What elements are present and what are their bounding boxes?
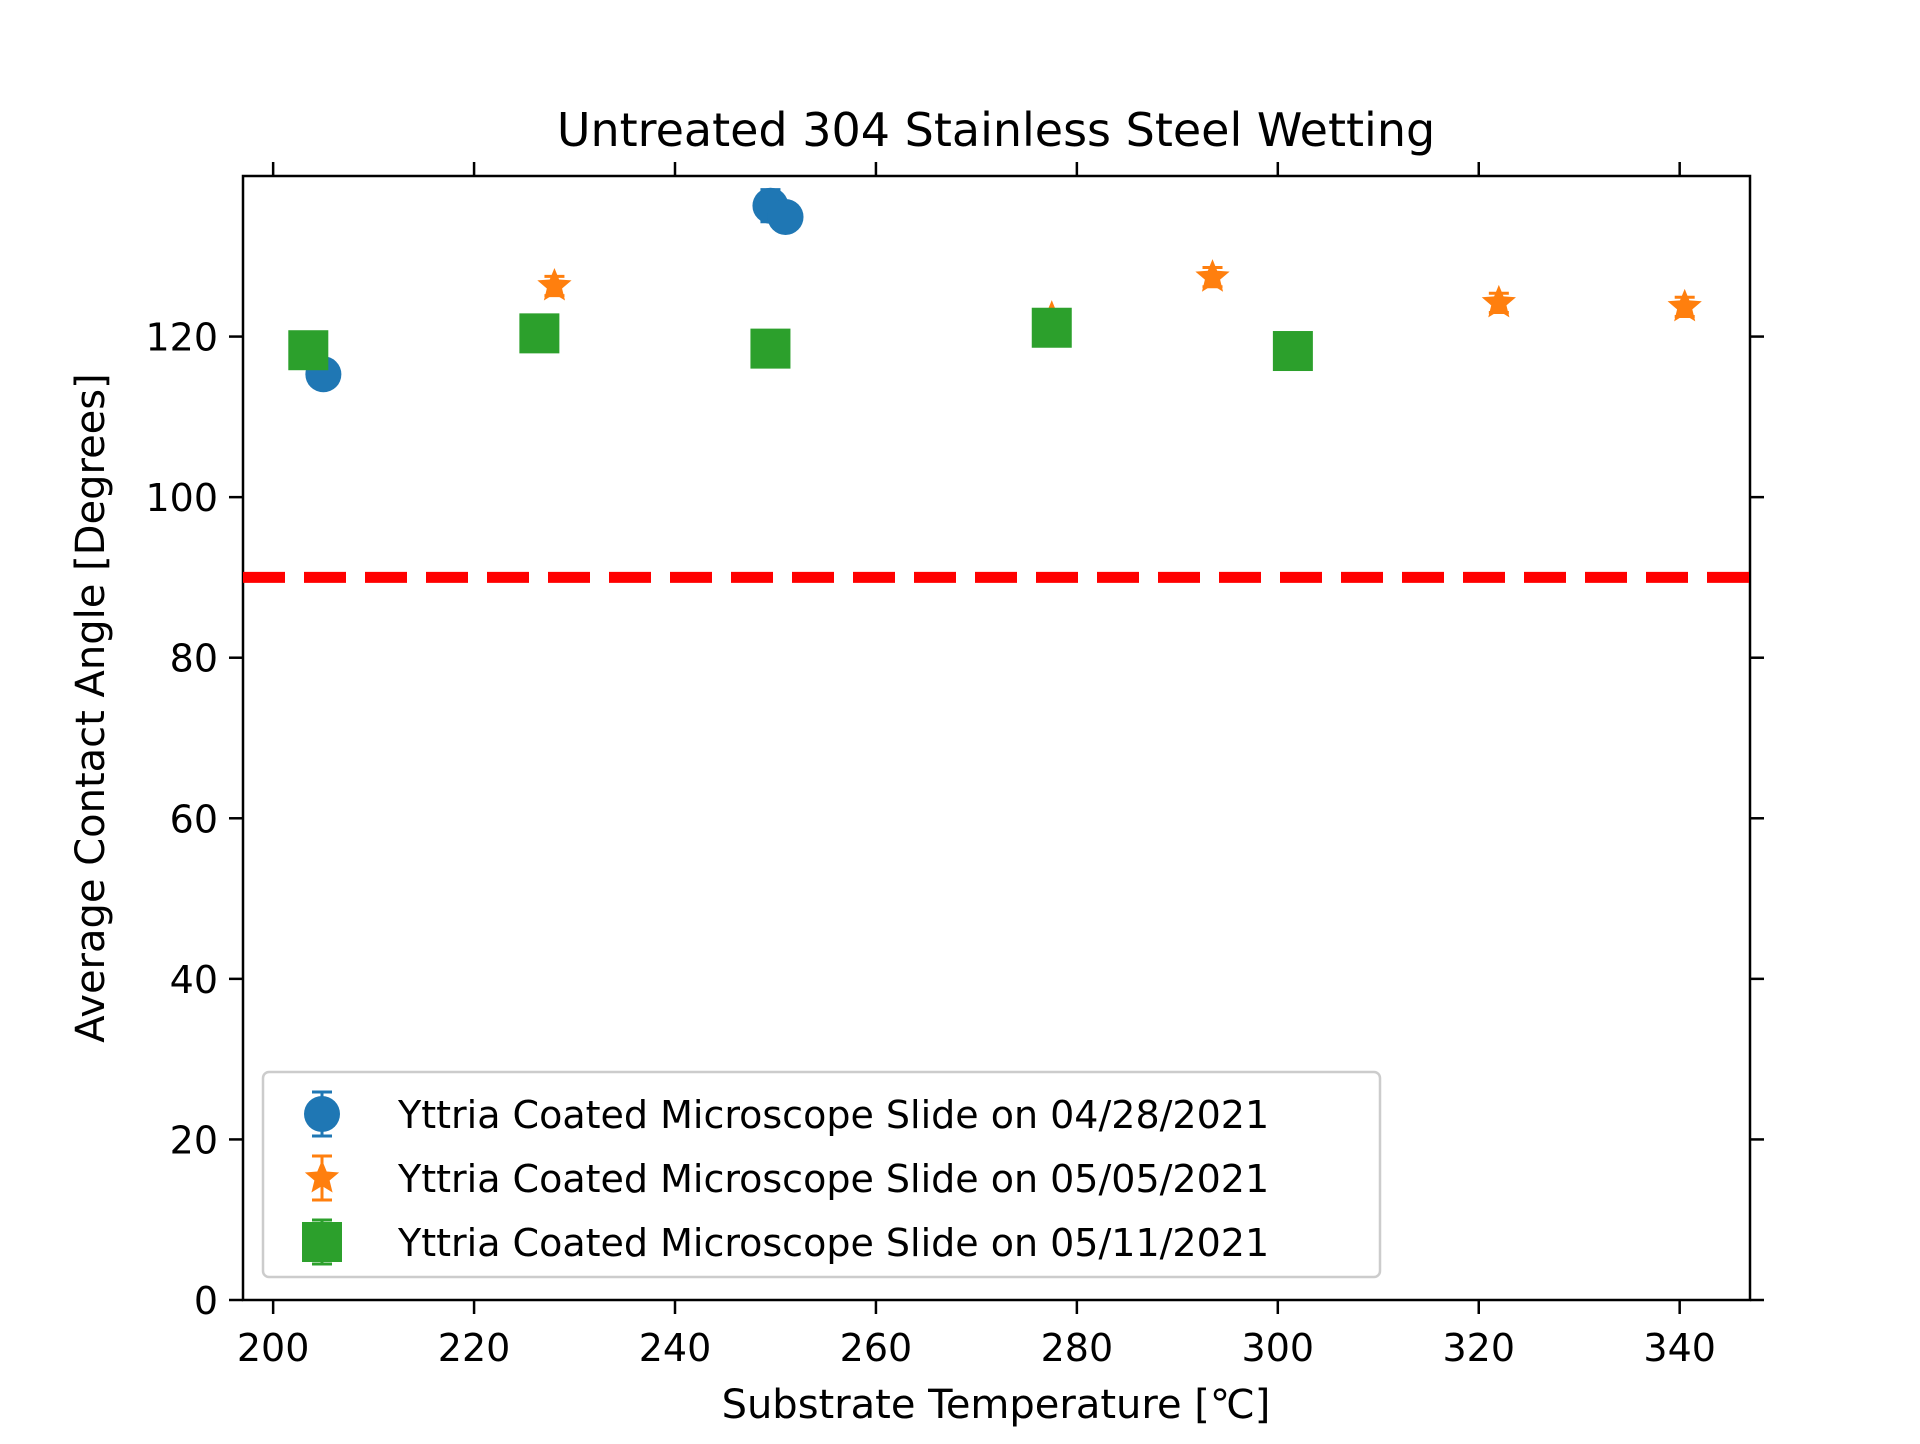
x-axis-label: Substrate Temperature [℃] [722, 1382, 1271, 1428]
x-tick-label: 300 [1242, 1326, 1315, 1370]
legend-marker-series-2 [304, 1160, 340, 1193]
legend: Yttria Coated Microscope Slide on 04/28/… [261, 1070, 1382, 1279]
y-axis-label: Average Contact Angle [Degrees] [68, 373, 114, 1043]
legend-box [261, 1070, 1382, 1279]
x-tick-label: 260 [840, 1326, 913, 1370]
y-tick-label: 120 [145, 316, 218, 360]
legend-label-series-1: Yttria Coated Microscope Slide on 04/28/… [397, 1093, 1269, 1137]
data-point-series-3 [288, 330, 329, 371]
x-tick-label: 220 [438, 1326, 511, 1370]
x-tick-label: 340 [1643, 1326, 1716, 1370]
data-point-series-1 [767, 198, 804, 235]
data-point-series-2 [1195, 259, 1230, 292]
x-tick-label: 280 [1041, 1326, 1114, 1370]
data-point-series-2 [1667, 288, 1702, 322]
data-point-series-3 [750, 328, 791, 369]
data-point-series-3 [519, 313, 560, 354]
x-tick-label: 320 [1442, 1326, 1515, 1370]
y-tick-label: 80 [170, 637, 218, 681]
y-tick-label: 40 [170, 958, 218, 1002]
legend-marker-series-3 [302, 1222, 342, 1262]
data-point-series-2 [1481, 284, 1516, 318]
data-point-series-3 [1272, 331, 1313, 372]
x-tick-label: 200 [237, 1326, 310, 1370]
x-tick-label: 240 [639, 1326, 712, 1370]
chart-title: Untreated 304 Stainless Steel Wetting [557, 103, 1435, 157]
legend-label-series-2: Yttria Coated Microscope Slide on 05/05/… [397, 1157, 1269, 1201]
axes-frame [241, 174, 1752, 1302]
data-point-series-2 [537, 267, 572, 301]
legend-label-series-3: Yttria Coated Microscope Slide on 05/11/… [397, 1221, 1269, 1265]
data-point-series-3 [1031, 307, 1072, 348]
y-tick-label: 100 [145, 476, 218, 520]
y-tick-label: 0 [194, 1279, 218, 1323]
legend-marker-series-1 [304, 1096, 340, 1132]
y-tick-label: 60 [170, 797, 218, 841]
y-tick-label: 20 [170, 1118, 218, 1162]
plot-area: 200 220 240 260 280 300 320 340 0 20 40 60 80 100 120 [145, 162, 1764, 1370]
